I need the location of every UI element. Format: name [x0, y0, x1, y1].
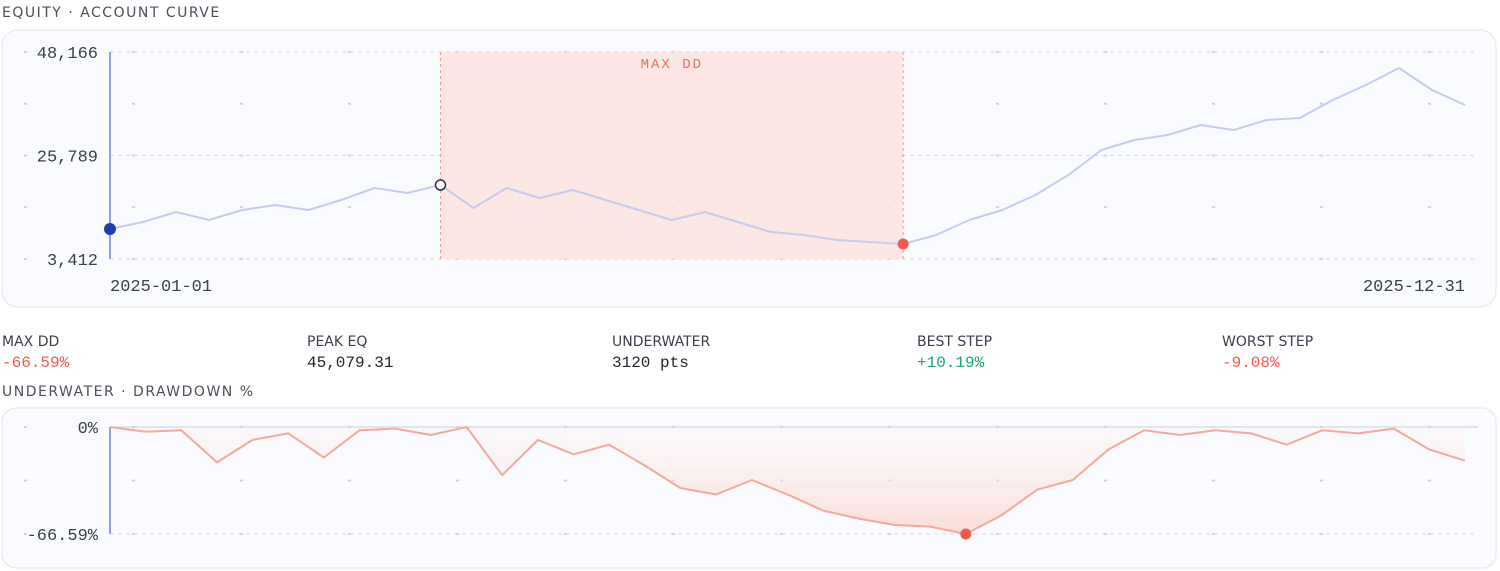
max-dd-zone [440, 52, 904, 259]
stat-label: BEST STEP [917, 334, 992, 350]
x-end-label: 2025-12-31 [1363, 278, 1465, 297]
series-line [109, 426, 1466, 535]
stat-label: WORST STEP [1222, 334, 1313, 350]
trough-marker [960, 528, 972, 540]
equity-chart: 3,412 25,789 48,166 MAX DD 2025-01-01 2025-12… [24, 45, 1481, 297]
x-start-label: 2025-01-01 [110, 278, 212, 297]
y-tick-label: -66.59% [27, 527, 99, 546]
y-tick-label: 48,166 [37, 45, 98, 64]
stat-label: UNDERWATER [612, 334, 710, 350]
y-tick-label: 0% [78, 420, 99, 439]
peak-marker [434, 179, 447, 191]
stat-value: 45,079.31 [307, 354, 393, 372]
stat-label: PEAK EQ [307, 334, 367, 350]
start-marker [104, 223, 116, 236]
stats-row: MAX DD -66.59% PEAK EQ 45,079.31 UNDERWATER 3… [2, 334, 1313, 372]
series-line [109, 67, 1466, 245]
stat-value: +10.19% [917, 354, 985, 372]
stat-value: -66.59% [2, 354, 70, 372]
underwater-title: UNDERWATER · DRAWDOWN % [2, 384, 255, 400]
max-dd-label: MAX DD [641, 57, 703, 73]
stat-value: -9.08% [1222, 354, 1280, 372]
trough-marker [897, 238, 909, 250]
stat-value: 3120 pts [612, 354, 689, 372]
y-tick-label: 3,412 [47, 252, 98, 271]
stat-label: MAX DD [2, 334, 59, 350]
equity-title: EQUITY · ACCOUNT CURVE [2, 5, 221, 21]
underwater-chart: 0% -66.59% [24, 420, 1481, 546]
y-tick-label: 25,789 [37, 149, 98, 168]
underwater-card [1, 407, 1497, 569]
drawdown-area [110, 427, 1465, 534]
